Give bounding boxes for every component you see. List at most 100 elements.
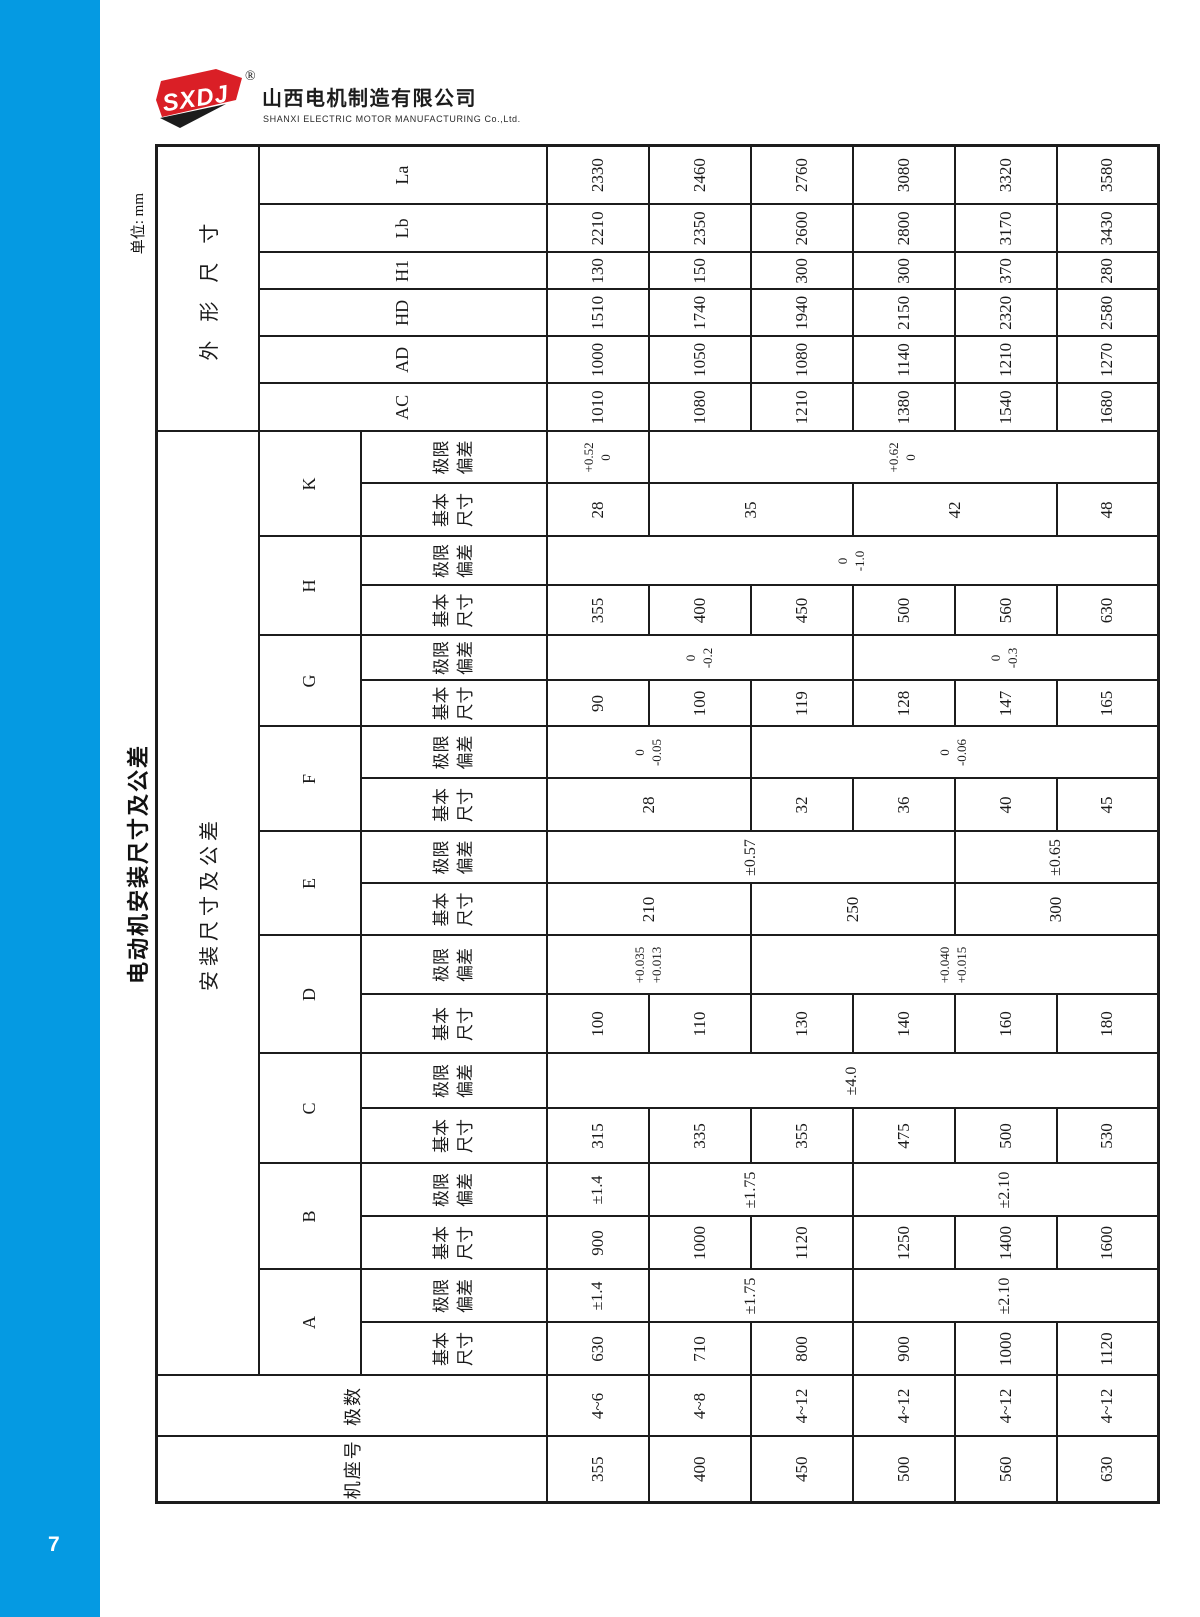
la-cell: 3320 [954, 145, 1057, 205]
h1-cell: 300 [750, 252, 853, 290]
poles-cell: 4~12 [954, 1375, 1057, 1437]
k-basic-cell: 35 [648, 483, 853, 537]
h1-cell: 300 [852, 252, 955, 290]
b-basic-cell: 1000 [648, 1216, 751, 1270]
sxdj-flag-icon: SXDJ ® [156, 69, 256, 128]
h-basic-cell: 630 [1056, 585, 1159, 636]
g-basic-cell: 128 [852, 680, 955, 727]
th-limit: 极限偏差 [360, 831, 547, 884]
h-basic-cell: 500 [852, 585, 955, 636]
th-limit: 极限偏差 [360, 1053, 547, 1109]
la-cell: 2330 [546, 145, 649, 205]
lb-cell: 3430 [1056, 204, 1159, 253]
th-letter-h: H [258, 536, 361, 636]
a-limit-cell: ±1.4 [546, 1269, 649, 1323]
f-basic-cell: 36 [852, 778, 955, 832]
d-basic-cell: 180 [1056, 994, 1159, 1054]
th-letter-hd: HD [258, 289, 547, 337]
k-basic-cell: 48 [1056, 483, 1159, 537]
th-frame: 机座号 [156, 1436, 547, 1503]
th-letter-b: B [258, 1163, 361, 1270]
th-basic: 基本尺寸 [360, 1322, 547, 1376]
ac-cell: 1680 [1056, 383, 1159, 432]
ac-cell: 1210 [750, 383, 853, 432]
d-basic-cell: 160 [954, 994, 1057, 1054]
b-basic-cell: 1250 [852, 1216, 955, 1270]
table-caption-strip: 电动机安装尺寸及公差 单位: mm [118, 147, 155, 1504]
k-limit-cell: +0.62 0 [648, 431, 1159, 484]
b-basic-cell: 900 [546, 1216, 649, 1270]
frame-cell: 630 [1056, 1436, 1159, 1503]
hd-cell: 1740 [648, 289, 751, 337]
th-letter-lb: Lb [258, 204, 547, 253]
d-basic-cell: 130 [750, 994, 853, 1054]
b-limit-cell: ±2.10 [852, 1163, 1159, 1217]
g-limit-cell: 0 -0.3 [852, 635, 1159, 681]
ad-cell: 1000 [546, 336, 649, 384]
c-basic-cell: 530 [1056, 1108, 1159, 1164]
d-basic-cell: 140 [852, 994, 955, 1054]
th-install-group: 安装尺寸及公差 [156, 431, 259, 1376]
d-limit-cell: +0.040 +0.015 [750, 935, 1159, 995]
c-limit-cell: ±4.0 [546, 1053, 1159, 1109]
th-limit: 极限偏差 [360, 635, 547, 681]
k-basic-cell: 28 [546, 483, 649, 537]
company-name-en: SHANXI ELECTRIC MOTOR MANUFACTURING Co.,… [263, 114, 521, 124]
e-basic-cell: 250 [750, 883, 955, 936]
poles-cell: 4~8 [648, 1375, 751, 1437]
th-basic: 基本尺寸 [360, 1216, 547, 1270]
row-frame-500: 500 4~12 900 ±2.10 1250 ±2.10 475 140 36… [852, 145, 1159, 1503]
lb-cell: 2210 [546, 204, 649, 253]
th-outline-group: 外 形 尺 寸 [156, 145, 259, 432]
th-basic: 基本尺寸 [360, 680, 547, 727]
th-letter-ac: AC [258, 383, 547, 432]
th-letter-ad: AD [258, 336, 547, 384]
unit-label: 单位: mm [131, 193, 147, 255]
th-letter-e: E [258, 831, 361, 936]
a-basic-cell: 800 [750, 1322, 853, 1376]
rotated-table-block: 电动机安装尺寸及公差 单位: mm 机座号 极数 安装尺寸及公差 外 形 尺 寸… [118, 143, 1160, 1504]
c-basic-cell: 355 [750, 1108, 853, 1164]
f-basic-cell: 28 [546, 778, 751, 832]
b-basic-cell: 1600 [1056, 1216, 1159, 1270]
f-basic-cell: 45 [1056, 778, 1159, 832]
ac-cell: 1080 [648, 383, 751, 432]
a-basic-cell: 1000 [954, 1322, 1057, 1376]
poles-cell: 4~6 [546, 1375, 649, 1437]
th-letter-f: F [258, 726, 361, 832]
ad-cell: 1140 [852, 336, 955, 384]
ac-cell: 1540 [954, 383, 1057, 432]
h-basic-cell: 355 [546, 585, 649, 636]
d-basic-cell: 100 [546, 994, 649, 1054]
d-limit-cell: +0.035 +0.013 [546, 935, 751, 995]
company-logo: SXDJ ® 山西电机制造有限公司 SHANXI ELECTRIC MOTOR … [150, 66, 670, 138]
poles-cell: 4~12 [852, 1375, 955, 1437]
b-basic-cell: 1400 [954, 1216, 1057, 1270]
th-basic: 基本尺寸 [360, 483, 547, 537]
th-limit: 极限偏差 [360, 431, 547, 484]
a-basic-cell: 1120 [1056, 1322, 1159, 1376]
la-cell: 3580 [1056, 145, 1159, 205]
a-basic-cell: 900 [852, 1322, 955, 1376]
th-letter-la: La [258, 145, 547, 205]
th-limit: 极限偏差 [360, 935, 547, 995]
th-letter-a: A [258, 1269, 361, 1376]
g-basic-cell: 165 [1056, 680, 1159, 727]
page-number: 7 [48, 1533, 60, 1556]
g-basic-cell: 90 [546, 680, 649, 727]
h1-cell: 150 [648, 252, 751, 290]
h-basic-cell: 560 [954, 585, 1057, 636]
th-letter-g: G [258, 635, 361, 727]
a-basic-cell: 710 [648, 1322, 751, 1376]
company-name-cn: 山西电机制造有限公司 [262, 88, 477, 110]
ad-cell: 1080 [750, 336, 853, 384]
c-basic-cell: 475 [852, 1108, 955, 1164]
f-limit-cell: 0 -0.06 [750, 726, 1159, 779]
h1-cell: 130 [546, 252, 649, 290]
th-limit: 极限偏差 [360, 726, 547, 779]
dimension-table: 机座号 极数 安装尺寸及公差 外 形 尺 寸 A B C D E F G H K… [155, 143, 1160, 1504]
th-basic: 基本尺寸 [360, 883, 547, 936]
c-basic-cell: 315 [546, 1108, 649, 1164]
ad-cell: 1210 [954, 336, 1057, 384]
th-limit: 极限偏差 [360, 536, 547, 586]
